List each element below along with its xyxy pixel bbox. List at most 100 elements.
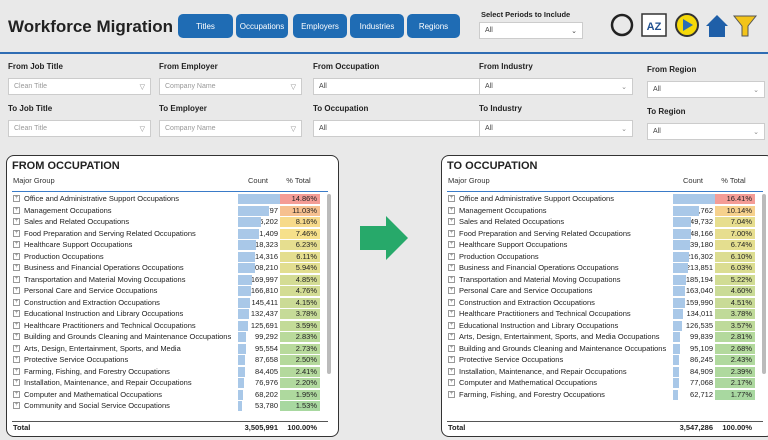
filter-dropdown[interactable]: Clean Title ▽ <box>8 120 151 137</box>
count-cell: 132,437 <box>238 309 280 319</box>
group-name: Healthcare Support Occupations + <box>448 240 568 249</box>
sort-icon[interactable] <box>641 13 667 37</box>
expand-icon[interactable]: + <box>13 264 20 271</box>
group-name: Food Preparation and Serving Related Occ… <box>448 228 631 238</box>
expand-icon[interactable]: + <box>13 379 20 386</box>
expand-icon[interactable]: + <box>13 275 20 283</box>
count-text: 166,810 <box>250 286 278 295</box>
tab-button[interactable]: Regions <box>407 14 460 38</box>
expand-icon[interactable]: + <box>448 195 455 202</box>
group-name: Arts, Design, Entertainment, Sports, and… <box>13 343 181 353</box>
expand-icon[interactable]: + <box>448 344 455 352</box>
expand-icon[interactable]: + <box>448 379 455 386</box>
expand-icon[interactable]: + <box>448 252 455 260</box>
expand-icon[interactable]: + <box>448 241 455 248</box>
expand-icon[interactable]: + <box>13 321 20 329</box>
expand-icon[interactable]: + <box>13 195 20 202</box>
expand-icon[interactable]: + <box>13 333 20 340</box>
filter-label: From Region <box>647 65 697 74</box>
percent-cell: 7.46% <box>280 228 320 239</box>
count-cell: 99,292 <box>238 332 280 342</box>
filter-dropdown[interactable]: All ⌄ <box>647 81 765 98</box>
filter-dropdown[interactable]: Company Name ▽ <box>159 120 302 137</box>
period-dropdown[interactable]: All ⌄ <box>479 22 583 39</box>
count-text: 87,658 <box>255 355 278 364</box>
expand-icon[interactable]: + <box>448 218 455 225</box>
tab-button[interactable]: Occupations <box>236 14 288 38</box>
caret: ▽ <box>139 84 145 91</box>
group-name: Management Occupations + <box>13 205 112 215</box>
column-header: % Total <box>721 176 746 185</box>
period-value: All <box>485 27 493 34</box>
expand-icon[interactable]: + <box>448 206 455 214</box>
table-row: Business and Financial Operations Occupa… <box>12 263 320 273</box>
expand-icon[interactable]: + <box>13 206 20 214</box>
caret: ⌄ <box>571 28 577 35</box>
data-bar <box>238 320 249 331</box>
expand-icon[interactable]: + <box>448 321 455 329</box>
expand-icon[interactable]: + <box>13 229 20 237</box>
expand-icon[interactable]: + <box>13 367 20 375</box>
group-name: Business and Financial Operations Occupa… <box>13 263 184 272</box>
filter-dropdown[interactable]: All ⌄ <box>479 120 633 137</box>
expand-icon[interactable]: + <box>448 367 455 375</box>
data-bar <box>238 263 255 273</box>
expand-icon[interactable]: + <box>448 298 455 306</box>
filter-dropdown[interactable]: Clean Title ▽ <box>8 78 151 95</box>
home-icon[interactable] <box>706 15 728 37</box>
expand-icon[interactable]: + <box>448 390 455 398</box>
expand-icon[interactable]: + <box>448 287 455 294</box>
reset-icon[interactable] <box>610 13 634 37</box>
filter-dropdown[interactable]: All ⌄ <box>647 123 765 140</box>
expand-icon[interactable]: + <box>448 356 455 363</box>
group-name: Healthcare Practitioners and Technical O… <box>13 320 196 330</box>
group-name: Educational Instruction and Library Occu… <box>13 309 184 318</box>
count-text: 261,409 <box>250 228 278 238</box>
expand-icon[interactable]: + <box>448 333 455 340</box>
count-cell: 213,851 <box>673 263 715 273</box>
total-cell: 3,505,991 <box>244 423 278 432</box>
table-row: Food Preparation and Serving Related Occ… <box>447 228 755 239</box>
tab-button[interactable]: Employers <box>293 14 347 38</box>
table-row: Arts, Design, Entertainment, Sports, and… <box>12 343 320 354</box>
filter-dropdown[interactable]: All ⌄ <box>479 78 633 95</box>
filter-icon[interactable] <box>732 15 758 37</box>
count-cell: 84,405 <box>238 366 280 377</box>
expand-icon[interactable]: + <box>13 287 20 294</box>
data-bar <box>238 286 252 296</box>
count-text: 84,909 <box>690 366 713 376</box>
expand-icon[interactable]: + <box>13 356 20 363</box>
table-row: Transportation and Material Moving Occup… <box>447 274 755 285</box>
table-row: Educational Instruction and Library Occu… <box>447 320 755 331</box>
group-name: Personal Care and Service Occupations + <box>448 286 593 295</box>
table-row: Food Preparation and Serving Related Occ… <box>12 228 320 239</box>
table-panel: FROM OCCUPATION Major Group Count % Total Of… <box>6 155 339 437</box>
percent-cell: 2.50% <box>280 355 320 365</box>
total-cell: 100.00% <box>722 423 752 432</box>
expand-icon[interactable]: + <box>448 310 455 317</box>
table-row: Farming, Fishing, and Forestry Occupatio… <box>447 389 755 400</box>
data-bar <box>238 389 244 400</box>
filter-value: All <box>319 125 327 132</box>
tab-button[interactable]: Titles <box>178 14 233 38</box>
count-text: 159,990 <box>685 297 713 307</box>
data-bar <box>238 228 260 239</box>
expand-icon[interactable]: + <box>13 390 20 398</box>
expand-icon[interactable]: + <box>448 275 455 283</box>
data-bar <box>673 366 680 377</box>
expand-icon[interactable]: + <box>13 298 20 306</box>
count-cell: 95,554 <box>238 343 280 354</box>
expand-icon[interactable]: + <box>13 252 20 260</box>
expand-icon[interactable]: + <box>13 402 20 409</box>
data-bar <box>238 366 245 377</box>
expand-icon[interactable]: + <box>13 241 20 248</box>
expand-icon[interactable]: + <box>13 344 20 352</box>
expand-icon[interactable]: + <box>448 264 455 271</box>
expand-icon[interactable]: + <box>13 310 20 317</box>
expand-icon[interactable]: + <box>13 218 20 225</box>
tab-button[interactable]: Industries <box>350 14 404 38</box>
filter-dropdown[interactable]: Company Name ▽ <box>159 78 302 95</box>
expand-icon[interactable]: + <box>448 229 455 237</box>
table-row: Farming, Fishing, and Forestry Occupatio… <box>12 366 320 377</box>
data-bar <box>673 228 691 239</box>
